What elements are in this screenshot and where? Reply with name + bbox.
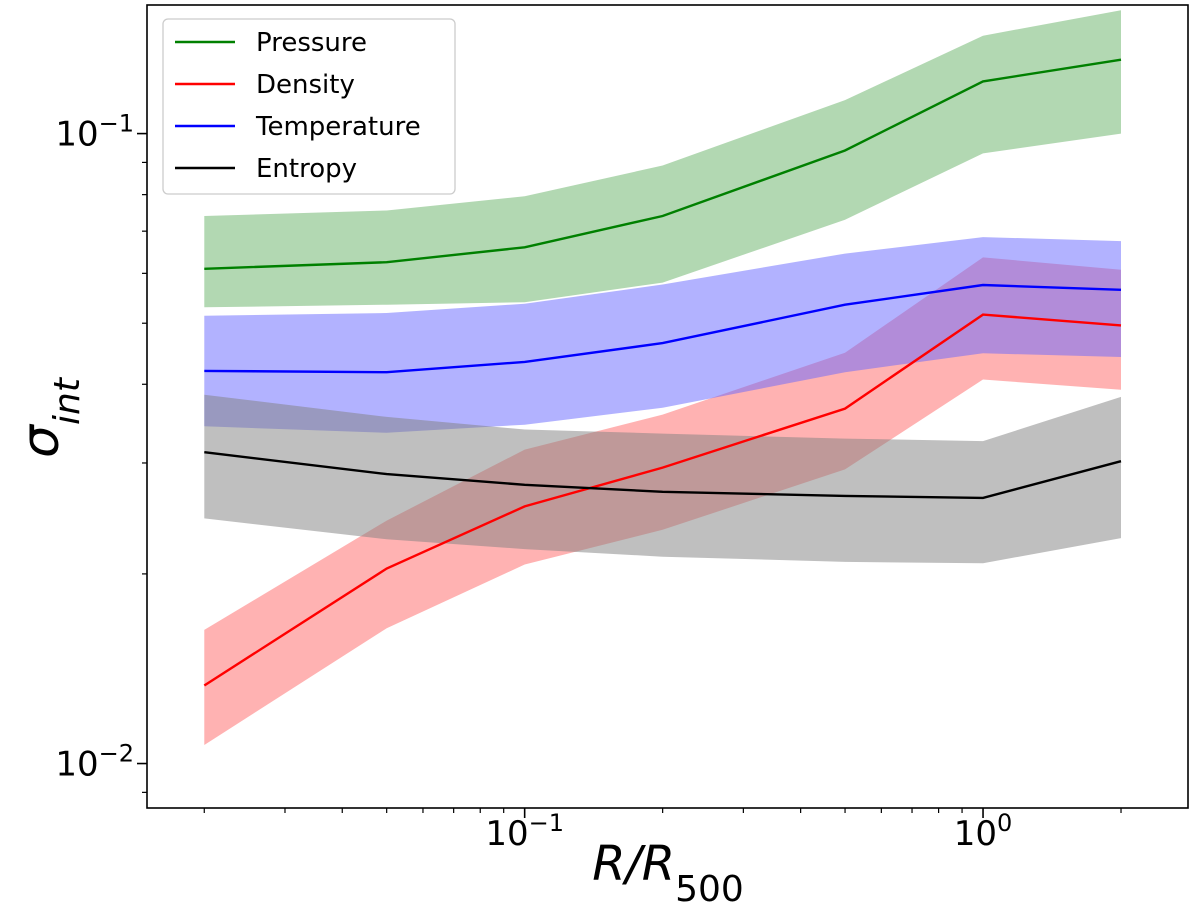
legend: Pressure Density Temperature Entropy — [162, 18, 456, 195]
temperature-band — [204, 237, 1122, 433]
plot-frame — [146, 4, 1189, 809]
legend-label-pressure: Pressure — [256, 28, 367, 58]
entropy-line — [204, 451, 1122, 500]
legend-box — [162, 18, 456, 195]
legend-label-entropy: Entropy — [256, 154, 357, 184]
y-tick-label: 10−2 — [55, 740, 134, 785]
legend-label-temperature: Temperature — [255, 112, 421, 142]
temperature-line — [204, 283, 1122, 374]
pressure-line — [204, 58, 1122, 270]
pressure-band — [204, 10, 1122, 308]
entropy-band — [204, 394, 1122, 564]
y-axis-title: σint — [11, 376, 88, 458]
y-tick-label: 10−1 — [55, 110, 134, 155]
axes: 10−1 100 10−2 10−1 — [55, 110, 1122, 854]
density-line — [203, 313, 1122, 687]
plot-area — [203, 10, 1122, 745]
x-axis-title: R/R500 — [592, 836, 744, 910]
x-tick-label: 10−1 — [485, 809, 564, 854]
x-tick-label: 100 — [954, 809, 1013, 854]
legend-label-density: Density — [256, 70, 355, 100]
